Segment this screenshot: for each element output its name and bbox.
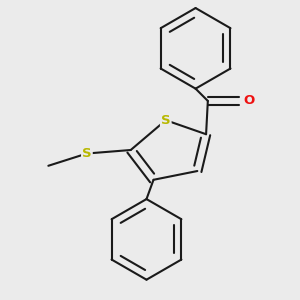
Text: S: S	[161, 114, 171, 127]
Text: S: S	[82, 147, 92, 160]
Text: O: O	[244, 94, 255, 107]
